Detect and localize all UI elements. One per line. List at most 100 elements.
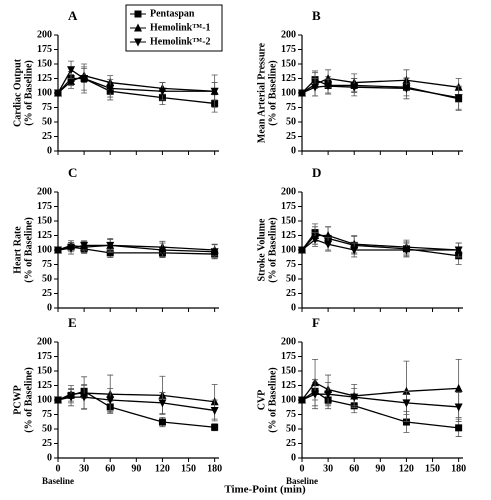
marker [402, 246, 411, 255]
y-tick-label: 175 [281, 44, 296, 55]
y-tick-label: 125 [281, 230, 296, 241]
y-tick-label: 25 [42, 438, 52, 449]
y-tick-label: 75 [42, 102, 52, 113]
series-line [57, 68, 215, 94]
marker [298, 246, 306, 255]
y-axis-title: (% of Baseline) [267, 367, 278, 433]
legend-label: Hemolink™-2 [150, 36, 211, 47]
y-tick-label: 100 [37, 394, 52, 405]
x-tick-label: 120 [399, 463, 414, 474]
y-axis-title: Heart Rate [12, 226, 23, 274]
marker [211, 423, 219, 431]
marker [54, 396, 62, 405]
x-tick-label: 90 [131, 463, 141, 474]
y-tick-label: 50 [286, 273, 296, 284]
y-axis-title: Mean Arterial Pressure [256, 42, 267, 143]
y-tick-label: 75 [286, 409, 296, 420]
y-tick-label: 50 [286, 116, 296, 127]
marker [324, 82, 333, 91]
y-tick-label: 125 [37, 380, 52, 391]
y-tick-label: 200 [37, 186, 52, 197]
marker [158, 87, 167, 96]
y-tick-label: 150 [37, 365, 52, 376]
panel-label: B [312, 8, 321, 23]
y-tick-label: 150 [37, 58, 52, 69]
y-axis-title: CVP [256, 390, 267, 411]
y-tick-label: 150 [281, 58, 296, 69]
y-tick-label: 0 [47, 302, 52, 313]
marker [402, 399, 411, 408]
y-tick-label: 125 [37, 230, 52, 241]
panel-label: C [68, 165, 77, 180]
y-tick-label: 150 [281, 365, 296, 376]
y-axis-title: (% of Baseline) [23, 217, 34, 283]
y-tick-label: 175 [37, 44, 52, 55]
marker [67, 393, 76, 402]
x-tick-label: 30 [323, 463, 333, 474]
y-tick-label: 175 [37, 201, 52, 212]
y-tick-label: 125 [37, 73, 52, 84]
marker [350, 246, 359, 255]
panel-label: D [312, 165, 321, 180]
x-annotation: Baseline [42, 476, 74, 486]
panel-label: F [312, 315, 320, 330]
x-tick-label: 120 [155, 463, 170, 474]
y-tick-label: 100 [281, 244, 296, 255]
marker [402, 386, 411, 395]
y-axis-title: PCWP [12, 385, 23, 414]
marker [158, 399, 167, 408]
y-tick-label: 100 [37, 244, 52, 255]
marker [454, 403, 463, 412]
marker [210, 406, 219, 415]
x-tick-label: 60 [349, 463, 359, 474]
marker [106, 84, 115, 93]
y-tick-label: 100 [281, 394, 296, 405]
y-tick-label: 150 [37, 215, 52, 226]
y-tick-label: 175 [37, 351, 52, 362]
marker [311, 83, 320, 92]
marker [324, 240, 333, 249]
y-tick-label: 25 [286, 288, 296, 299]
series-line [301, 238, 459, 251]
y-tick-label: 75 [286, 259, 296, 270]
legend-marker [134, 38, 142, 47]
y-tick-label: 50 [286, 423, 296, 434]
y-tick-label: 25 [286, 131, 296, 142]
legend-label: Hemolink™-1 [150, 22, 211, 33]
marker [210, 87, 219, 96]
marker [106, 241, 115, 250]
y-axis-title: (% of Baseline) [23, 367, 34, 433]
marker [106, 396, 115, 405]
y-tick-label: 50 [42, 273, 52, 284]
y-tick-label: 200 [281, 186, 296, 197]
y-tick-label: 175 [281, 351, 296, 362]
y-tick-label: 200 [281, 336, 296, 347]
marker [54, 89, 62, 98]
y-axis-title: Cardiac Output [12, 58, 23, 127]
marker [402, 418, 410, 426]
y-axis-title: (% of Baseline) [267, 60, 278, 126]
y-tick-label: 0 [291, 145, 296, 156]
y-tick-label: 50 [42, 423, 52, 434]
marker [324, 390, 333, 399]
y-tick-label: 75 [42, 259, 52, 270]
marker [402, 84, 411, 93]
y-tick-label: 75 [286, 102, 296, 113]
y-tick-label: 125 [281, 73, 296, 84]
y-tick-label: 0 [47, 145, 52, 156]
marker [298, 396, 306, 405]
y-tick-label: 0 [47, 452, 52, 463]
series-line [57, 244, 215, 253]
marker [80, 241, 89, 250]
y-tick-label: 200 [37, 336, 52, 347]
marker [210, 248, 219, 257]
marker [324, 74, 333, 82]
y-tick-label: 50 [42, 116, 52, 127]
legend-marker [134, 10, 142, 18]
marker [298, 89, 306, 98]
marker [106, 249, 114, 257]
marker [80, 393, 89, 402]
marker [54, 246, 62, 255]
x-tick-label: 0 [300, 463, 305, 474]
